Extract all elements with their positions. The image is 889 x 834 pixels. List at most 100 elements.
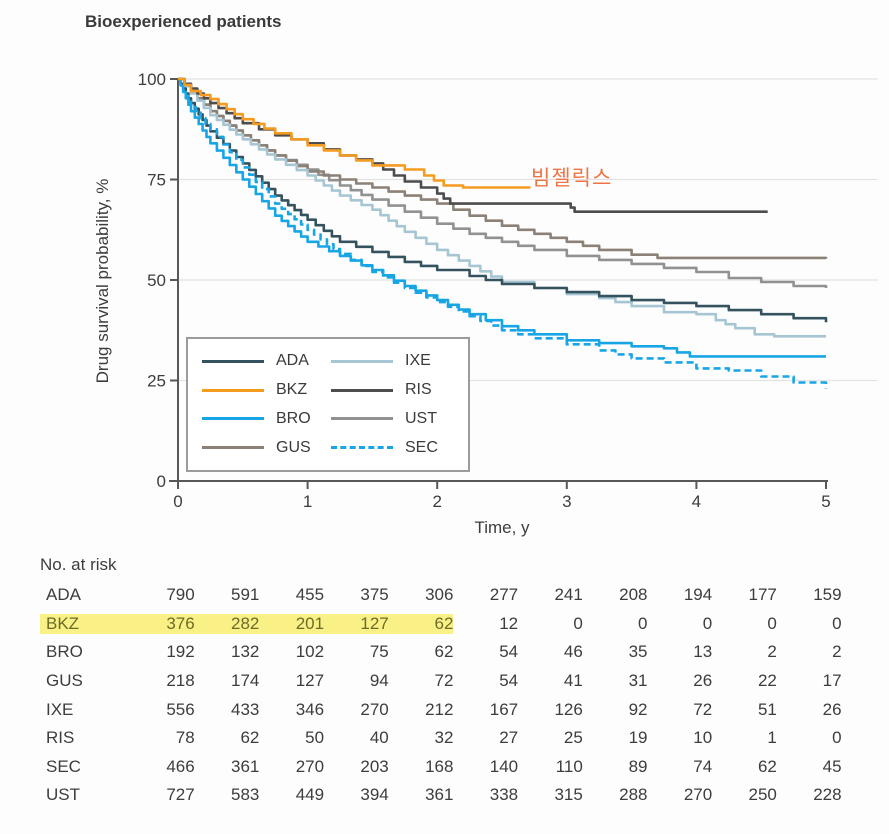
legend-swatch-IXE bbox=[331, 359, 393, 363]
risk-value: 591 bbox=[231, 585, 260, 605]
risk-value: 556 bbox=[166, 699, 195, 719]
risk-value: 41 bbox=[563, 671, 583, 691]
legend-item-ADA: ADA bbox=[202, 347, 331, 376]
risk-value: 12 bbox=[499, 613, 519, 633]
legend-label: UST bbox=[405, 409, 437, 427]
risk-value: 228 bbox=[813, 785, 842, 805]
risk-value: 54 bbox=[499, 642, 519, 662]
risk-row-label: GUS bbox=[46, 671, 83, 691]
risk-value: 208 bbox=[619, 585, 648, 605]
risk-value: 282 bbox=[194, 613, 260, 634]
series-IXE bbox=[178, 77, 826, 338]
risk-value: 62 bbox=[757, 756, 777, 776]
risk-row-ADA: ADA 790 591 455 375 306 277 241 208 194 177 159 bbox=[40, 581, 842, 610]
risk-value: 32 bbox=[434, 728, 454, 748]
series-ADA bbox=[178, 77, 828, 323]
risk-value: 45 bbox=[822, 756, 842, 776]
risk-value: 62 bbox=[434, 642, 454, 662]
risk-value: 449 bbox=[295, 785, 325, 805]
risk-value: 26 bbox=[693, 671, 713, 691]
risk-row-RIS: RIS 78 62 50 40 32 27 25 19 10 1 0 bbox=[40, 724, 842, 753]
risk-value: 0 bbox=[702, 613, 713, 633]
risk-value: 315 bbox=[554, 785, 583, 805]
bkz-annotation: 빔젤릭스 bbox=[531, 167, 613, 190]
legend-item-BRO: BRO bbox=[202, 405, 331, 434]
series-BRO bbox=[178, 77, 826, 358]
risk-value: 2 bbox=[767, 642, 777, 662]
risk-value: 455 bbox=[295, 585, 325, 605]
legend-label: BKZ bbox=[276, 381, 308, 399]
risk-value: 433 bbox=[231, 699, 260, 719]
risk-row-UST: UST 727 583 449 394 361 338 315 288 270 250 228 bbox=[40, 781, 842, 810]
x-tick-label: 0 bbox=[173, 492, 182, 511]
risk-value: 17 bbox=[822, 671, 842, 691]
risk-value: 2 bbox=[832, 642, 842, 662]
risk-value: 159 bbox=[813, 585, 842, 605]
risk-value: 94 bbox=[369, 671, 389, 691]
legend-swatch-GUS bbox=[202, 446, 264, 450]
x-tick-label: 1 bbox=[303, 492, 312, 511]
legend-swatch-ADA bbox=[202, 359, 264, 363]
risk-value: 74 bbox=[693, 756, 713, 776]
series-SEC bbox=[178, 77, 828, 389]
risk-value: 127 bbox=[324, 613, 389, 634]
risk-value: 0 bbox=[573, 613, 583, 633]
legend-label: SEC bbox=[405, 438, 438, 456]
risk-value: 0 bbox=[832, 728, 842, 748]
risk-value: 72 bbox=[693, 699, 713, 719]
x-tick-label: 5 bbox=[821, 492, 830, 511]
x-tick-label: 2 bbox=[432, 492, 441, 511]
legend-item-BKZ: BKZ bbox=[202, 376, 331, 405]
legend-label: ADA bbox=[276, 352, 309, 370]
risk-value: 102 bbox=[295, 642, 325, 662]
risk-row-label: IXE bbox=[46, 699, 74, 719]
risk-value: 250 bbox=[748, 785, 777, 805]
legend-label: IXE bbox=[405, 352, 431, 370]
risk-row-label: SEC bbox=[46, 756, 81, 776]
risk-value: 26 bbox=[822, 699, 842, 719]
risk-value: 1 bbox=[767, 728, 777, 748]
risk-value: 72 bbox=[434, 671, 454, 691]
risk-value: 583 bbox=[231, 785, 260, 805]
risk-value: 288 bbox=[619, 785, 648, 805]
risk-row-label: ADA bbox=[46, 585, 81, 605]
legend-item-SEC: SEC bbox=[331, 433, 460, 462]
chart-title: Bioexperienced patients bbox=[85, 12, 282, 31]
risk-value: 126 bbox=[554, 699, 583, 719]
risk-value: 270 bbox=[295, 756, 325, 776]
risk-value: 361 bbox=[231, 756, 260, 776]
risk-value: 346 bbox=[295, 699, 325, 719]
series-BKZ bbox=[178, 77, 531, 189]
legend-item-GUS: GUS bbox=[202, 433, 331, 462]
risk-value: 0 bbox=[832, 613, 842, 633]
risk-value: 270 bbox=[360, 699, 389, 719]
risk-value: 27 bbox=[499, 728, 519, 748]
risk-value: 375 bbox=[360, 585, 389, 605]
risk-value: 110 bbox=[555, 756, 583, 776]
risk-value: 167 bbox=[489, 699, 519, 719]
risk-value: 218 bbox=[166, 671, 195, 691]
legend-label: RIS bbox=[405, 381, 432, 399]
risk-value: 22 bbox=[757, 671, 777, 691]
risk-value: 277 bbox=[489, 585, 519, 605]
risk-table-title: No. at risk bbox=[40, 555, 117, 574]
risk-value: 0 bbox=[767, 613, 777, 633]
legend-item-RIS: RIS bbox=[331, 376, 460, 405]
risk-row-GUS: GUS 218 174 127 94 72 54 41 31 26 22 17 bbox=[40, 667, 842, 696]
risk-value: 92 bbox=[628, 699, 648, 719]
risk-value: 727 bbox=[166, 785, 195, 805]
risk-value: 241 bbox=[554, 585, 583, 605]
risk-value: 361 bbox=[425, 785, 454, 805]
risk-row-label: UST bbox=[46, 785, 80, 805]
risk-value: 62 bbox=[388, 613, 454, 634]
y-tick-label: 0 bbox=[157, 472, 166, 491]
risk-value: 62 bbox=[240, 728, 260, 748]
risk-value: 790 bbox=[166, 585, 195, 605]
legend-label: BRO bbox=[276, 409, 311, 427]
risk-value: 46 bbox=[563, 642, 583, 662]
y-tick-label: 50 bbox=[147, 271, 166, 290]
risk-value: 89 bbox=[628, 756, 648, 776]
risk-value: 192 bbox=[166, 642, 195, 662]
